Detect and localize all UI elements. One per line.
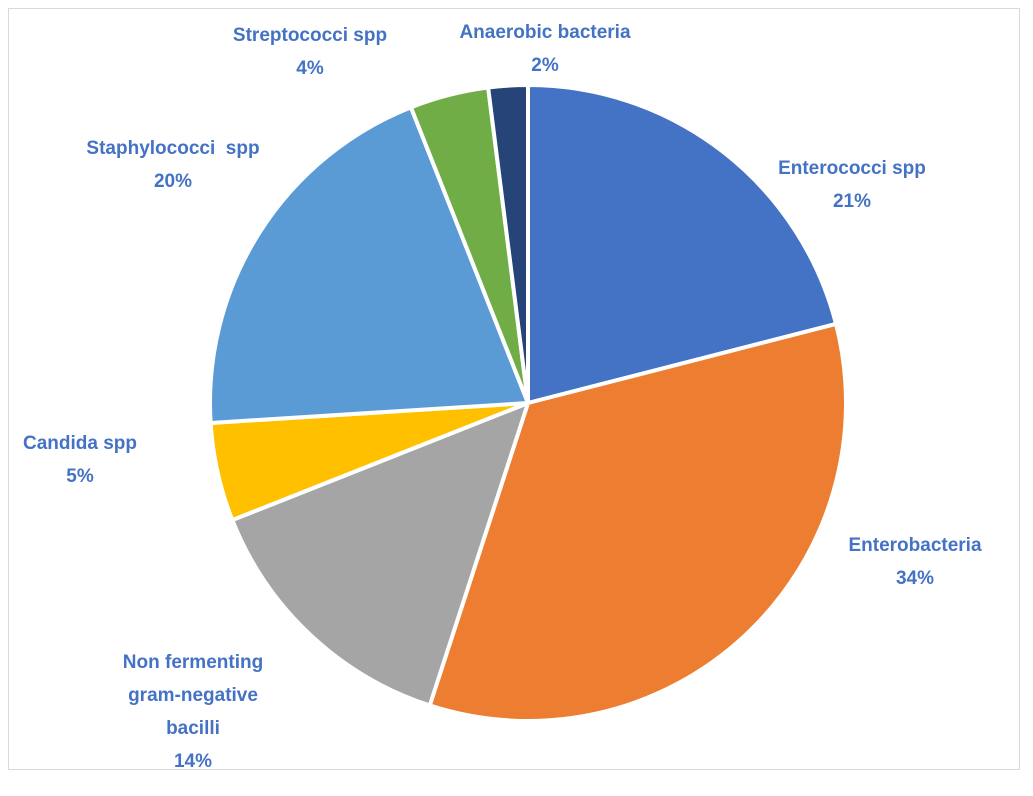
pie-slice — [427, 321, 848, 723]
data-label: Enterococci spp 21% — [732, 152, 972, 218]
category-label: Streptococci spp — [232, 25, 388, 46]
category-label: Staphylococci spp — [86, 138, 260, 159]
data-label: Non fermenting gram-negative bacilli 14% — [106, 646, 281, 778]
data-label: Candida spp 5% — [0, 427, 160, 493]
value-label: 4% — [296, 58, 324, 79]
category-label: Candida spp — [22, 433, 137, 454]
data-label: Streptococci spp 4% — [190, 19, 430, 85]
pie-slice — [486, 83, 530, 405]
category-label: Enterobacteria — [848, 535, 982, 556]
value-label: 5% — [66, 466, 94, 487]
value-label: 20% — [153, 171, 193, 192]
category-label: Anaerobic bacteria — [459, 22, 631, 43]
data-label: Staphylococci spp 20% — [43, 132, 303, 198]
value-label: 14% — [173, 751, 213, 772]
value-label: 34% — [895, 568, 935, 589]
category-label: Enterococci spp — [778, 158, 926, 179]
data-label: Enterobacteria 34% — [795, 529, 1033, 595]
pie-slice — [526, 83, 839, 405]
value-label: 2% — [531, 55, 559, 76]
category-label: Non fermenting gram-negative bacilli — [122, 652, 269, 739]
pie-slice — [230, 401, 530, 708]
pie-slice — [208, 105, 530, 425]
chart-border — [8, 8, 1020, 770]
data-label: Anaerobic bacteria 2% — [415, 16, 675, 82]
value-label: 21% — [832, 191, 872, 212]
